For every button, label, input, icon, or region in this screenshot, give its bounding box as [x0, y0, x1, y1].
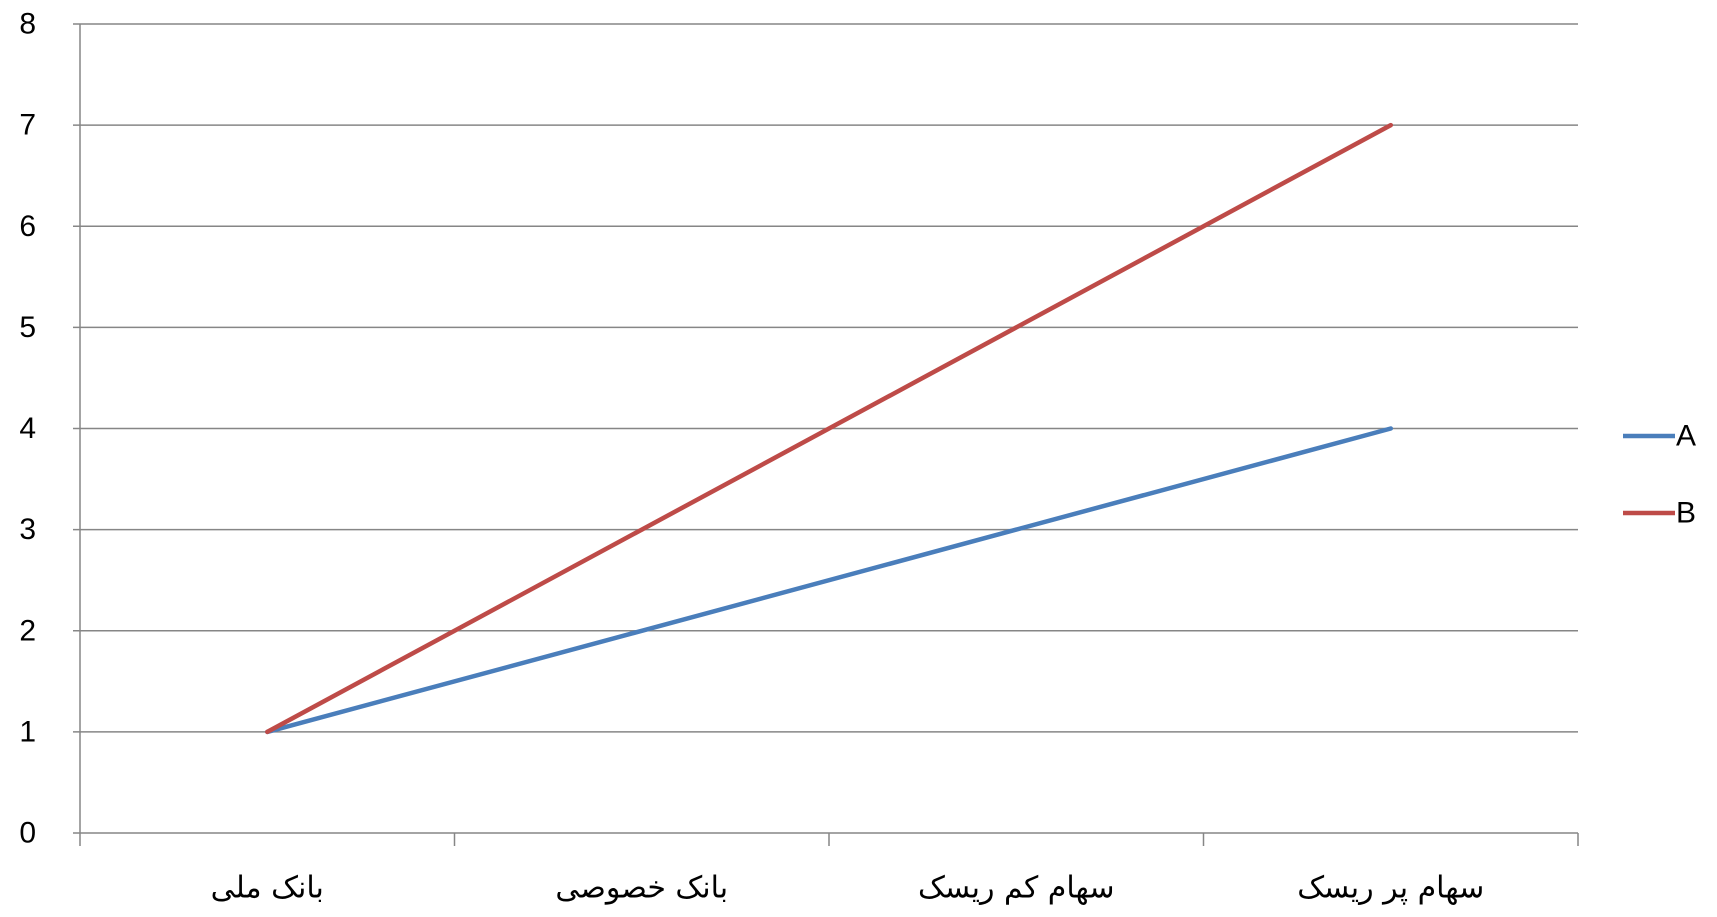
y-tick-label: 0: [19, 817, 36, 850]
x-tick-labels: بانک ملی بانک خصوصی سهام کم ریسک سهام پر ری…: [211, 871, 1485, 906]
y-tick-labels: 0 1 2 3 4 5 6 7 8: [19, 8, 36, 850]
legend-item-B: B: [1623, 497, 1696, 530]
gridlines: [80, 23, 1578, 733]
y-tick-label: 7: [19, 109, 36, 142]
y-tick-label: 6: [19, 210, 36, 243]
legend-item-A: A: [1623, 420, 1696, 453]
legend-label: A: [1676, 420, 1696, 453]
x-tick-label: سهام پر ریسک: [1297, 871, 1484, 906]
y-tick-label: 2: [19, 614, 36, 647]
y-tick-label: 4: [19, 412, 36, 445]
x-tick-label: بانک ملی: [211, 871, 324, 906]
y-tick-label: 5: [19, 311, 36, 344]
y-tick-label: 8: [19, 8, 36, 41]
x-tick-label: بانک خصوصی: [555, 871, 728, 906]
x-tick-label: سهام کم ریسک: [918, 871, 1114, 906]
series-line-A: [265, 426, 1394, 735]
y-tick-label: 3: [19, 513, 36, 546]
series-line-B: [265, 122, 1394, 735]
series-lines: [265, 122, 1394, 735]
legend-label: B: [1676, 497, 1696, 530]
y-tick-label: 1: [19, 715, 36, 748]
axes: [73, 23, 1579, 846]
legend: AB: [1623, 420, 1696, 530]
